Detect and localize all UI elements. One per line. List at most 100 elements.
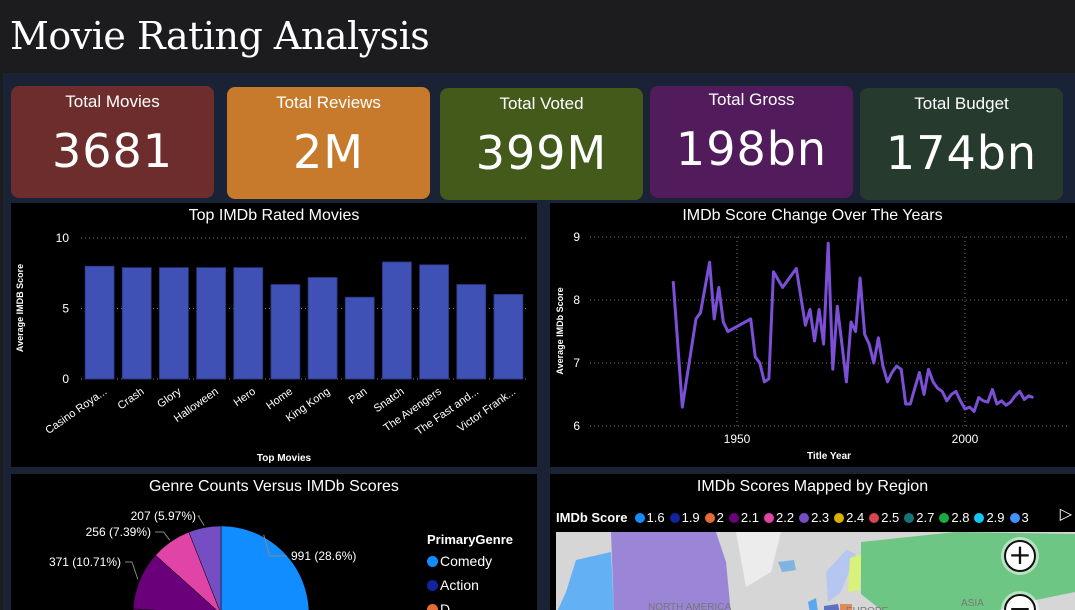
line-chart-title: IMDb Score Change Over The Years [682, 207, 943, 224]
map-panel[interactable]: IMDb Scores Mapped by Region IMDb Score … [550, 474, 1075, 610]
page-title: Movie Rating Analysis [10, 14, 430, 58]
pie-legend-item[interactable]: Action [427, 577, 513, 593]
map-title: IMDb Scores Mapped by Region [696, 478, 929, 495]
bar[interactable] [84, 265, 115, 380]
map-legend-item[interactable]: 2 [704, 510, 724, 525]
zoom-out-button[interactable]: − [1004, 594, 1036, 610]
kpi-label: Total Voted [499, 94, 584, 113]
line-chart: 6 7 8 9 1950 2000 Title Year Average IMDb Score [555, 230, 1070, 462]
pie-legend: PrimaryGenre Comedy Action D... [427, 532, 513, 610]
legend-dot [834, 512, 845, 523]
map-legend-item[interactable]: 2.7 [904, 510, 934, 525]
region-label-europe: EUROPE [846, 606, 888, 610]
region-uk [808, 598, 818, 610]
legend-label: 2.7 [916, 510, 935, 525]
map-legend-item[interactable]: 2.2 [763, 510, 794, 525]
legend-label: 2.8 [951, 510, 970, 525]
pie-legend-item[interactable]: Comedy [427, 553, 513, 569]
bar-x-tick: The Fast and... [413, 386, 480, 438]
bar[interactable] [419, 264, 449, 380]
bar-chart-panel[interactable]: Top IMDb Rated Movies 0 5 10 Casino Roya...… [11, 203, 537, 467]
legend-label: 1.6 [646, 510, 665, 525]
legend-dot [669, 512, 680, 523]
region-poland [840, 604, 852, 610]
map-legend-item[interactable]: 2.8 [939, 510, 969, 525]
map-legend-item[interactable]: 2.9 [974, 510, 1005, 525]
pie-leader-line [155, 531, 171, 541]
bar[interactable] [493, 294, 524, 380]
bar[interactable] [159, 267, 189, 380]
region-germany [824, 604, 840, 610]
kpi-label: Total Gross [708, 90, 795, 109]
kpi-label: Total Reviews [276, 93, 381, 112]
kpi-total-movies: Total Movies 3681 [11, 86, 214, 198]
pie-data-label: 371 (10.71%) [49, 555, 121, 569]
legend-label: 2.4 [846, 510, 865, 525]
line-series[interactable] [671, 241, 1034, 413]
bar[interactable] [121, 267, 152, 380]
pie-legend-item[interactable]: D... [427, 601, 513, 610]
bar-y-tick: 10 [56, 231, 70, 245]
legend-label: 3 [1021, 510, 1029, 525]
pie-legend-title: PrimaryGenre [427, 532, 513, 547]
zoom-in-button[interactable]: + [1004, 540, 1036, 572]
map-legend-item[interactable]: 2.1 [728, 510, 759, 525]
map-legend-item[interactable]: 1.6 [634, 510, 665, 525]
kpi-value: 399M [475, 126, 608, 180]
pie-data-label: 207 (5.97%) [131, 509, 196, 523]
legend-label: Action [440, 577, 479, 593]
region-label-asia: ASIA [961, 598, 984, 609]
pie-leader-line [197, 515, 205, 526]
legend-next-button[interactable]: ▷ [1059, 504, 1072, 523]
map-legend: IMDb Score 1.6 1.9 2 2.1 2.2 2.3 2.4 2.5 2.7 2.8 2… [556, 510, 1034, 525]
bar-x-tick: Home [264, 386, 295, 413]
kpi-label: Total Budget [914, 94, 1009, 113]
pie-leader-line [263, 534, 287, 557]
line-y-tick: 8 [573, 293, 580, 307]
pie-chart-panel[interactable]: Genre Counts Versus IMDb Scores 991 (28.… [11, 474, 537, 610]
line-y-axis-label: Average IMDb Score [555, 287, 565, 374]
pie-chart-title: Genre Counts Versus IMDb Scores [149, 478, 399, 495]
kpi-value: 2M [293, 125, 364, 179]
legend-label: 2.9 [986, 510, 1005, 525]
bar[interactable] [344, 296, 375, 380]
legend-dot [799, 512, 810, 523]
line-x-tick: 2000 [952, 432, 979, 446]
map-legend-item[interactable]: 2.5 [869, 510, 899, 525]
legend-dot [763, 512, 774, 523]
bar[interactable] [270, 284, 301, 380]
pie-leader-line [125, 561, 139, 580]
legend-dot [974, 512, 985, 523]
map-legend-item[interactable]: 2.3 [799, 510, 829, 525]
region-alaska [557, 552, 614, 610]
legend-label: D... [440, 601, 462, 610]
legend-dot [1009, 512, 1020, 523]
kpi-total-budget: Total Budget 174bn [860, 88, 1063, 200]
kpi-total-reviews: Total Reviews 2M [227, 87, 430, 199]
line-y-tick: 7 [573, 356, 580, 370]
map-legend-item[interactable]: 1.9 [669, 510, 700, 525]
bar-y-tick: 5 [62, 302, 69, 316]
map-legend-item[interactable]: 2.4 [834, 510, 864, 525]
map-canvas[interactable]: NORTH AMERICA EUROPE ASIA + − [556, 532, 1075, 610]
pie-slice[interactable] [220, 525, 310, 610]
line-chart-panel[interactable]: IMDb Score Change Over The Years 6 7 8 9 195… [550, 203, 1075, 467]
kpi-value: 174bn [885, 126, 1038, 180]
map-legend-item[interactable]: 3 [1009, 510, 1029, 525]
bar[interactable] [307, 277, 338, 380]
legend-dot [704, 512, 715, 523]
legend-label: 1.9 [681, 510, 700, 525]
line-y-tick: 9 [573, 230, 580, 244]
legend-label: 2.3 [811, 510, 830, 525]
kpi-total-gross: Total Gross 198bn [650, 86, 853, 198]
bar[interactable] [233, 267, 264, 380]
bar-x-tick: Pan [347, 386, 370, 407]
bar[interactable] [382, 261, 412, 380]
bar[interactable] [456, 284, 487, 380]
region-finland [848, 554, 862, 592]
bar-x-tick: Casino Roya... [43, 386, 109, 437]
line-x-axis-label: Title Year [807, 451, 851, 462]
bar[interactable] [196, 267, 226, 380]
bar-x-axis-label: Top Movies [257, 453, 312, 464]
